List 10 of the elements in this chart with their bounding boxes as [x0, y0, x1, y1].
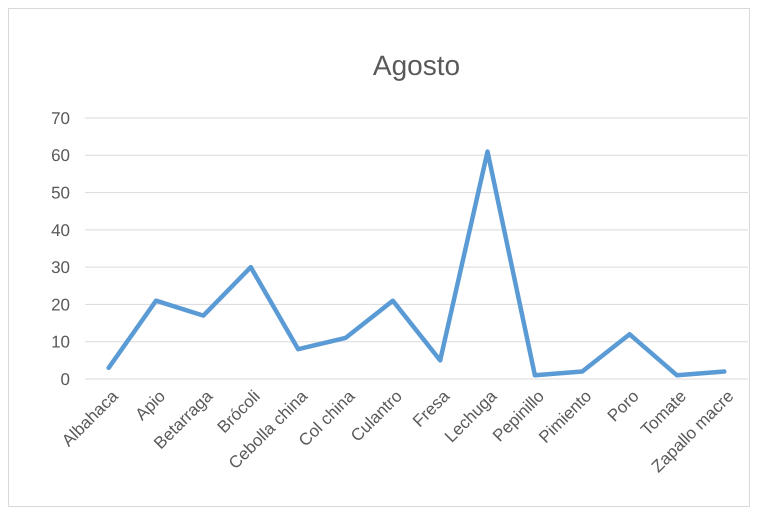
chart-title: Agosto	[372, 50, 460, 81]
y-tick-label: 70	[51, 108, 70, 128]
y-tick-label: 50	[51, 184, 70, 203]
line-series	[106, 149, 727, 378]
y-tick-label: 10	[51, 332, 70, 352]
y-tick-label: 60	[51, 146, 70, 166]
y-tick-label: 0	[60, 370, 70, 389]
y-tick-label: 30	[51, 258, 70, 278]
y-tick-label: 40	[51, 220, 70, 240]
y-tick-label: 20	[51, 295, 70, 314]
